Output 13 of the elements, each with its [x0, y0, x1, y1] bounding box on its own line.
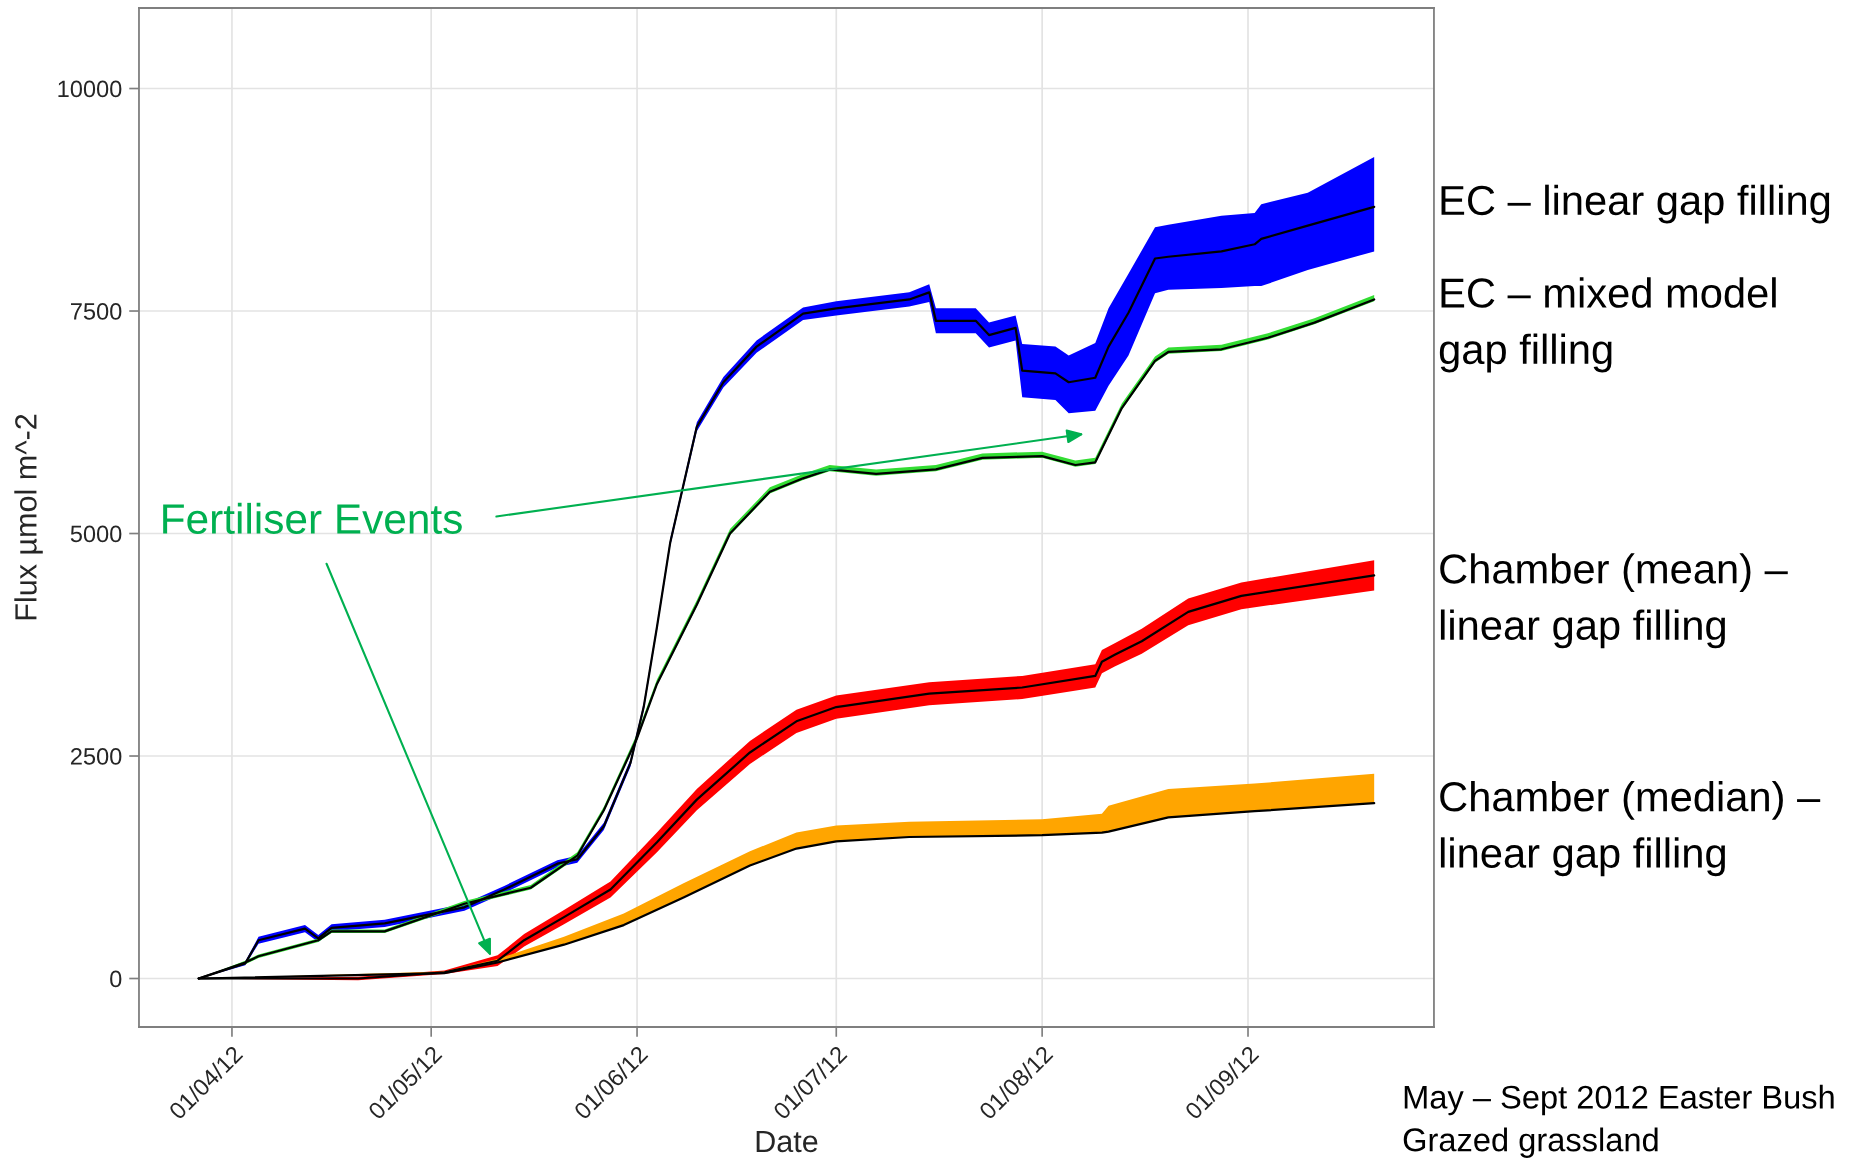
y-tick-label: 2500: [70, 748, 122, 765]
text: May – Sept 2012 Easter Bush Grazed grassland: [1403, 1084, 1834, 1158]
series-label: EC – linear gap filling: [1441, 184, 1830, 224]
x-axis-title: Date: [756, 1130, 818, 1153]
series-label: EC – mixed model gap filling: [1439, 277, 1776, 373]
series-label: Chamber (median) – linear gap filling: [1440, 780, 1821, 877]
series-label: Chamber (mean) – linear gap filling: [1440, 553, 1788, 649]
y-tick-label: 0: [110, 970, 122, 988]
annotation: Fertiliser Events: [163, 502, 462, 534]
y-axis-title: Flux µmol m^-2: [14, 414, 43, 620]
y-tick-label: 5000: [70, 525, 122, 543]
y-tick-label: 10000: [58, 80, 122, 98]
y-tick-label: 7500: [71, 303, 122, 320]
